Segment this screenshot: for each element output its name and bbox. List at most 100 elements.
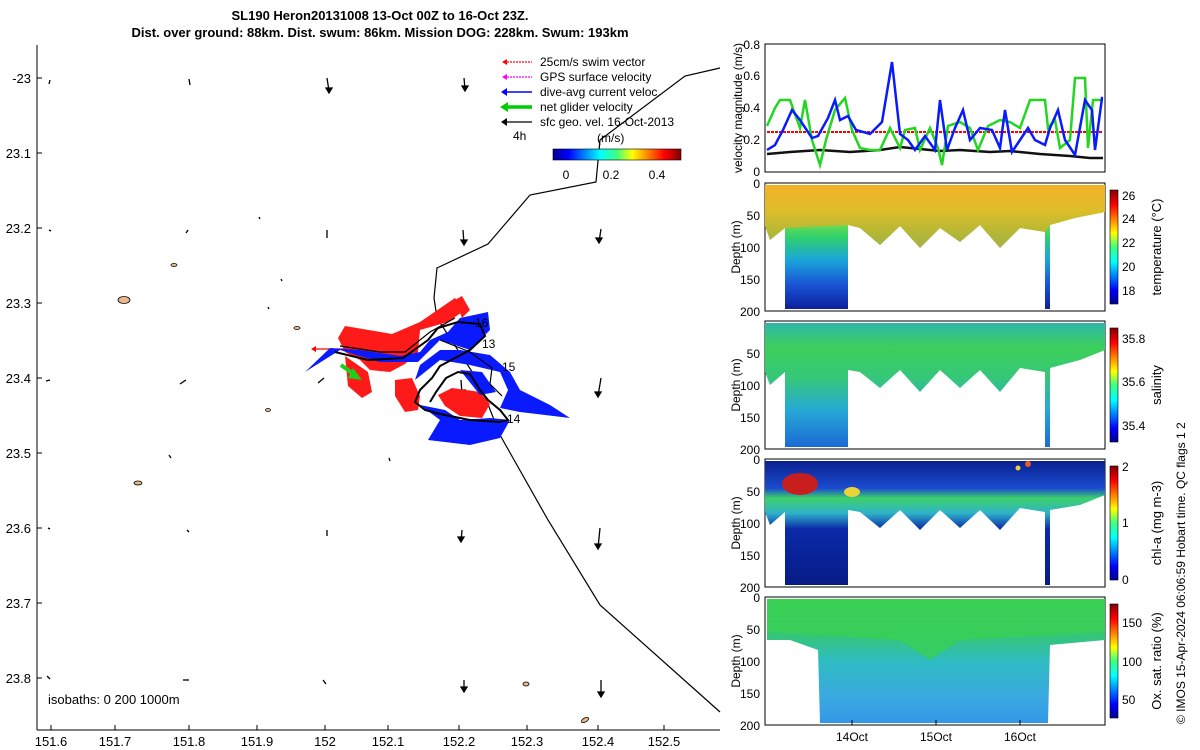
depth-tick: 200 <box>740 719 760 733</box>
day-labels: 16 13 15 14 <box>475 316 521 426</box>
map-xtick-label: 152.1 <box>372 734 405 749</box>
depth-tick: 150 <box>740 549 760 563</box>
map-xtick-label: 152.5 <box>648 734 681 749</box>
depth-tick: 100 <box>740 241 760 255</box>
velocity-ytick: 0.6 <box>743 69 760 83</box>
map-ytick-label: -23 <box>12 71 31 86</box>
depth-tick: 200 <box>740 443 760 457</box>
cbar-tick: 1 <box>1122 516 1129 530</box>
oxygen-cbar-label: Ox. sat. ratio (%) <box>1149 612 1164 710</box>
depth-tick: 100 <box>740 655 760 669</box>
depth-axis-label: Depth (m) <box>729 496 743 549</box>
cbar-tick: 50 <box>1122 693 1136 707</box>
legend-label: dive-avg current veloc. <box>540 85 661 99</box>
depth-tick: 0 <box>753 177 760 191</box>
map-ytick-label: 23.6 <box>6 521 31 536</box>
map-colorbar: 4h (m/s) 0 0.2 0.4 <box>513 129 682 182</box>
isobath-line <box>433 67 721 713</box>
glider-track <box>334 320 510 424</box>
cbar-tick: 24 <box>1122 212 1136 226</box>
oxygen-panel: 0 50 100 150 200 Depth (m) 50 100 150 Ox… <box>729 591 1164 744</box>
map-ytick-label: 23.7 <box>6 596 31 611</box>
cbar-tick: 22 <box>1122 236 1136 250</box>
cbar-tick: 20 <box>1122 260 1136 274</box>
map-xtick-label: 152.3 <box>511 734 544 749</box>
colorbar-interval-label: 4h <box>513 129 526 143</box>
depth-tick: 0 <box>753 453 760 467</box>
legend-item-gps: GPS surface velocity <box>502 70 651 84</box>
map-panel: 151.6 151.7 151.8 151.9 152 152.1 152.2 … <box>6 45 721 749</box>
map-xtick-label: 152 <box>314 734 336 749</box>
legend-label: net glider velocity <box>540 100 633 114</box>
colorbar-tick: 0 <box>563 168 570 182</box>
cbar-tick: 18 <box>1122 284 1136 298</box>
depth-tick: 50 <box>747 209 761 223</box>
time-tick: 14Oct <box>836 730 869 744</box>
time-tick: 16Oct <box>1004 730 1037 744</box>
cbar-tick: 35.4 <box>1122 419 1146 433</box>
depth-axis-label: Depth (m) <box>729 358 743 411</box>
depth-tick: 50 <box>747 623 761 637</box>
map-ytick-label: 23.2 <box>6 221 31 236</box>
copyright-note: © IMOS 15-Apr-2024 06:06:59 Hobart time.… <box>1174 422 1188 724</box>
colorbar-tick: 0.4 <box>649 168 666 182</box>
map-xtick-label: 151.8 <box>173 734 206 749</box>
colorbar-unit-label: (m/s) <box>597 131 624 145</box>
legend-item-dive-avg: dive-avg current veloc. <box>501 85 661 99</box>
depth-tick: 100 <box>740 379 760 393</box>
depth-axis-label: Depth (m) <box>729 634 743 687</box>
velocity-ytick: 0.2 <box>743 133 760 147</box>
plot-title-line2: Dist. over ground: 88km. Dist. swum: 86k… <box>131 25 629 40</box>
geo-speed-line <box>766 145 1103 160</box>
legend-label: 25cm/s swim vector <box>540 55 645 69</box>
depth-tick: 150 <box>740 687 760 701</box>
time-tick: 15Oct <box>920 730 953 744</box>
map-ytick-label: 23.5 <box>6 446 31 461</box>
velocity-panel: 0 0.2 0.4 0.6 0.8 velocity magnitude (m/… <box>731 38 1106 179</box>
depth-tick: 100 <box>740 517 760 531</box>
chla-hotspots <box>782 461 1031 497</box>
day-label: 13 <box>482 337 496 351</box>
map-xtick-label: 152.2 <box>443 734 476 749</box>
depth-tick: 0 <box>753 591 760 605</box>
velocity-ylabel: velocity magnitude (m/s) <box>731 43 745 173</box>
map-ytick-label: 23.8 <box>6 671 31 686</box>
map-x-ticks: 151.6 151.7 151.8 151.9 152 152.1 152.2 … <box>35 725 681 749</box>
isobaths-label: isobaths: 0 200 1000m <box>48 692 180 707</box>
cbar-tick: 100 <box>1122 655 1142 669</box>
depth-tick: 50 <box>747 485 761 499</box>
day-label: 14 <box>507 412 521 426</box>
legend-label: GPS surface velocity <box>540 70 651 84</box>
reef-shapes <box>117 263 590 724</box>
depth-axis-label: Depth (m) <box>729 220 743 273</box>
map-ytick-label: 23.1 <box>6 146 31 161</box>
map-xtick-label: 151.9 <box>241 734 274 749</box>
velocity-ytick: 0 <box>753 165 760 179</box>
map-ytick-label: 23.4 <box>6 371 31 386</box>
map-xtick-label: 151.7 <box>99 734 132 749</box>
chla-cbar-label: chl-a (mg m-3) <box>1149 481 1164 566</box>
chla-panel: 0 50 100 150 200 Depth (m) 0 1 2 chl-a (… <box>729 453 1164 595</box>
map-legend: 25cm/s swim vector GPS surface velocity … <box>500 55 674 129</box>
cbar-tick: 26 <box>1122 189 1136 203</box>
velocity-ytick: 0.4 <box>743 101 760 115</box>
map-ytick-label: 23.3 <box>6 296 31 311</box>
temperature-panel: 0 50 100 150 200 Depth (m) 18 20 22 24 2… <box>729 177 1164 319</box>
cbar-tick: 35.6 <box>1122 375 1146 389</box>
day-label: 16 <box>475 316 489 330</box>
plot-title-line1: SL190 Heron20131008 13-Oct 00Z to 16-Oct… <box>231 8 529 23</box>
legend-item-geo: sfc geo. vel. 16-Oct-2013 <box>501 115 674 129</box>
depth-tick: 150 <box>740 273 760 287</box>
cbar-tick: 150 <box>1122 616 1142 630</box>
dive-avg-speed-line <box>766 61 1104 159</box>
depth-tick: 150 <box>740 411 760 425</box>
geo-velocity-arrows <box>45 77 606 699</box>
depth-tick: 200 <box>740 305 760 319</box>
salinity-panel: 50 100 150 200 Depth (m) 35.4 35.6 35.8 … <box>729 320 1164 457</box>
cbar-tick: 0 <box>1122 573 1129 587</box>
map-y-ticks: -23 23.1 23.2 23.3 23.4 23.5 23.6 23.7 2… <box>6 71 42 686</box>
velocity-ytick: 0.8 <box>743 38 760 52</box>
cbar-tick: 2 <box>1122 460 1129 474</box>
legend-item-net-glider: net glider velocity <box>500 100 633 114</box>
